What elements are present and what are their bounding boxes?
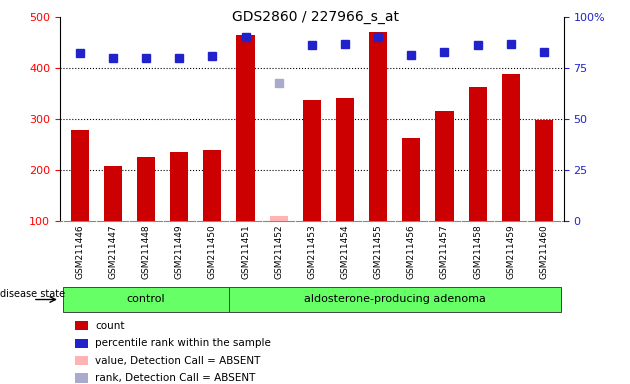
Text: GSM211455: GSM211455 <box>374 225 382 280</box>
Bar <box>270 216 288 221</box>
Bar <box>75 373 88 382</box>
Text: rank, Detection Call = ABSENT: rank, Detection Call = ABSENT <box>95 373 256 383</box>
Text: GSM211458: GSM211458 <box>473 225 482 280</box>
Text: GDS2860 / 227966_s_at: GDS2860 / 227966_s_at <box>231 10 399 23</box>
Text: GSM211456: GSM211456 <box>407 225 416 280</box>
Bar <box>469 88 487 221</box>
Text: GSM211459: GSM211459 <box>507 225 515 280</box>
Bar <box>303 100 321 221</box>
Text: GSM211451: GSM211451 <box>241 225 250 280</box>
Text: count: count <box>95 321 125 331</box>
Text: GSM211448: GSM211448 <box>142 225 151 279</box>
Text: GSM211446: GSM211446 <box>75 225 84 279</box>
Text: control: control <box>127 294 165 304</box>
Bar <box>336 98 354 221</box>
Text: disease state: disease state <box>0 289 65 299</box>
Bar <box>75 339 88 348</box>
Text: GSM211460: GSM211460 <box>539 225 549 280</box>
Bar <box>75 356 88 365</box>
Text: GSM211450: GSM211450 <box>208 225 217 280</box>
Text: GSM211453: GSM211453 <box>307 225 316 280</box>
Bar <box>535 120 553 221</box>
Text: GSM211447: GSM211447 <box>108 225 117 279</box>
Text: value, Detection Call = ABSENT: value, Detection Call = ABSENT <box>95 356 261 366</box>
Bar <box>435 111 454 221</box>
Bar <box>75 321 88 330</box>
Bar <box>104 166 122 221</box>
Text: GSM211449: GSM211449 <box>175 225 184 279</box>
Bar <box>369 31 387 221</box>
Text: GSM211452: GSM211452 <box>274 225 284 279</box>
Bar <box>137 157 155 221</box>
Text: aldosterone-producing adenoma: aldosterone-producing adenoma <box>304 294 486 304</box>
FancyBboxPatch shape <box>63 287 229 312</box>
Text: percentile rank within the sample: percentile rank within the sample <box>95 338 271 348</box>
Bar <box>402 138 420 221</box>
Bar <box>501 74 520 221</box>
Bar <box>170 152 188 221</box>
Bar <box>236 35 255 221</box>
FancyBboxPatch shape <box>229 287 561 312</box>
Bar <box>203 150 222 221</box>
Bar <box>71 130 89 221</box>
Text: GSM211457: GSM211457 <box>440 225 449 280</box>
Text: GSM211454: GSM211454 <box>340 225 350 279</box>
